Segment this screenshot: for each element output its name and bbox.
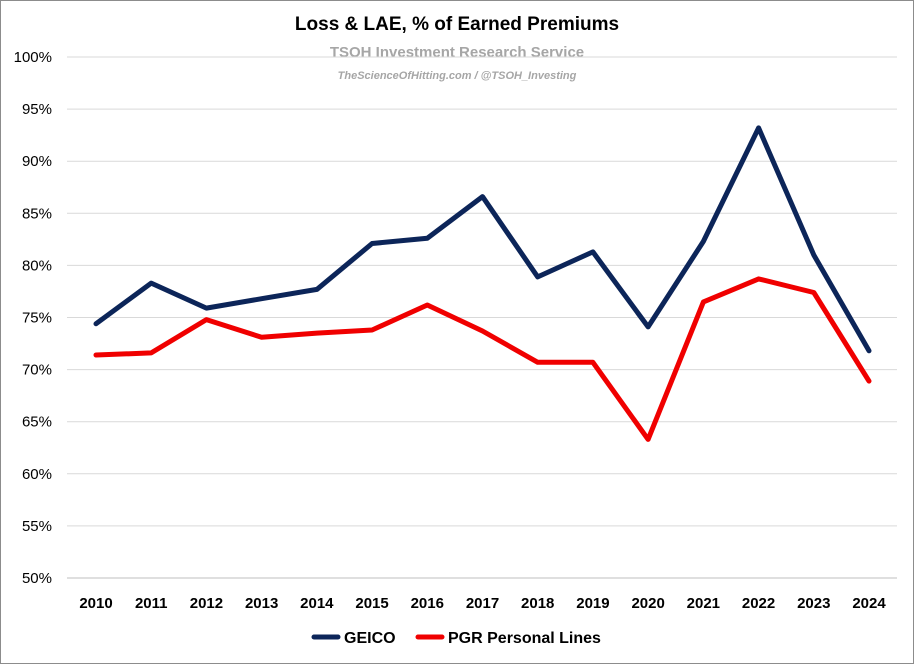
y-tick-label: 70% <box>22 362 52 379</box>
y-tick-label: 65% <box>22 414 52 431</box>
legend-label: GEICO <box>344 630 396 647</box>
x-tick-label: 2022 <box>742 595 775 612</box>
x-tick-label: 2010 <box>79 595 112 612</box>
y-tick-label: 95% <box>22 101 52 118</box>
x-tick-label: 2012 <box>190 595 223 612</box>
y-tick-label: 55% <box>22 518 52 535</box>
y-tick-label: 75% <box>22 310 52 327</box>
series-line-geico <box>93 125 872 354</box>
legend: GEICO PGR Personal Lines <box>311 630 601 647</box>
gridlines <box>67 56 897 579</box>
x-tick-label: 2024 <box>852 595 886 612</box>
x-tick-label: 2015 <box>355 595 388 612</box>
x-tick-label: 2016 <box>411 595 444 612</box>
x-tick-label: 2011 <box>135 595 168 612</box>
series-lines <box>93 125 872 442</box>
x-tick-label: 2018 <box>521 595 554 612</box>
x-tick-label: 2014 <box>300 595 334 612</box>
x-tick-label: 2021 <box>687 595 720 612</box>
chart-title: Loss & LAE, % of Earned Premiums <box>294 14 620 35</box>
y-tick-label: 80% <box>22 257 52 274</box>
y-tick-label: 60% <box>22 466 52 483</box>
y-tick-label: 100% <box>14 49 52 66</box>
x-axis: 2010 2011 2012 2013 2014 2015 2016 2017 2018 2019… <box>79 595 886 612</box>
y-tick-label: 90% <box>22 153 52 170</box>
x-tick-label: 2019 <box>576 595 609 612</box>
x-tick-label: 2023 <box>797 595 830 612</box>
y-axis: 50% 55% 60% 65% 70% 75% 80% 85% 90% 95% 100% <box>14 49 52 587</box>
x-tick-label: 2017 <box>466 595 499 612</box>
legend-label: PGR Personal Lines <box>448 630 601 647</box>
chart-credit: TheScienceOfHitting.com / @TSOH_Investin… <box>337 70 577 82</box>
x-tick-label: 2020 <box>631 595 664 612</box>
y-tick-label: 50% <box>22 570 52 587</box>
series-line-pgr-personal-lines <box>93 276 872 442</box>
y-tick-label: 85% <box>22 205 52 222</box>
x-tick-label: 2013 <box>245 595 278 612</box>
